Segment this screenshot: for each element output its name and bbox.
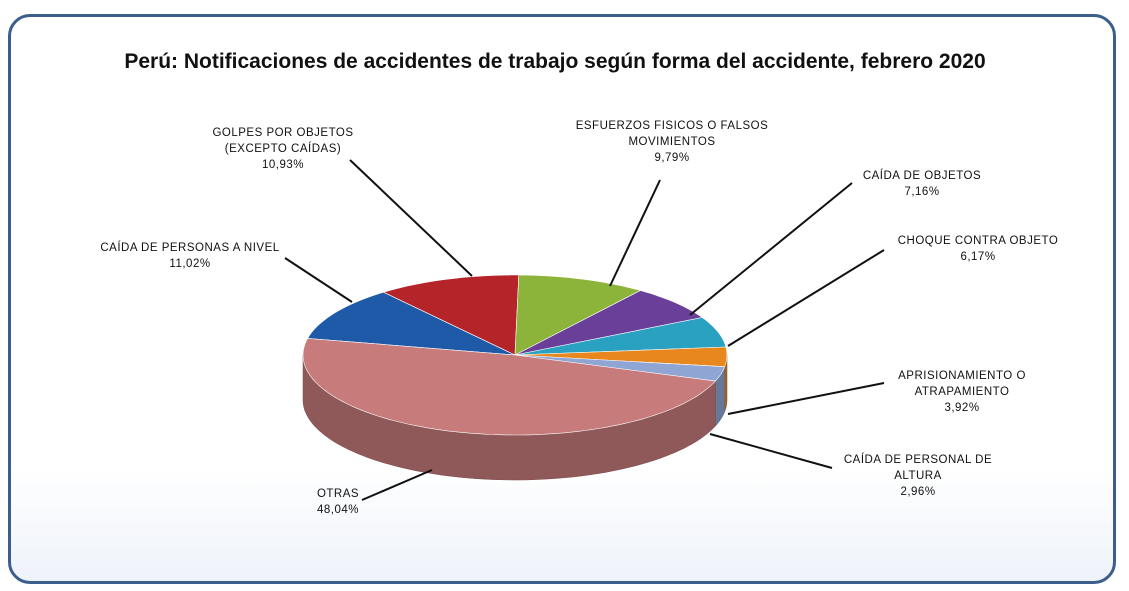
pie-slice [307,291,516,356]
value-label: 11,02% [169,258,211,270]
value-label: 2,96% [900,486,936,498]
category-label: GOLPES POR OBJETOS (EXCEPTO CAÍDAS) [212,127,354,155]
leader-line [284,257,353,303]
category-label: OTRAS [316,488,360,500]
leader-line [727,249,885,347]
category-label: ESFUERZOS FISICOS O FALSOS MOVIMIENTOS [575,120,769,148]
pie-slice [514,274,642,356]
pie-slice [514,317,727,356]
category-label: APRISIONAMIENTO O ATRAPAMIENTO [898,370,1026,398]
value-label: 48,04% [316,504,359,516]
leader-line [689,182,853,316]
category-label: CAÍDA DE PERSONAS A NIVEL [100,242,280,254]
leader-line [349,159,473,277]
leader-line [609,179,661,287]
chart-title: Perú: Notificaciones de accidentes de tr… [124,50,986,73]
value-label: 7,16% [904,186,940,198]
category-label: CHOQUE CONTRA OBJETO [897,235,1059,247]
data-label: ESFUERZOS FISICOS O FALSOS MOVIMIENTOS 9,… [567,118,777,166]
data-label: OTRAS 48,04% [288,486,388,518]
leader-line [727,382,885,415]
pie-slice [302,338,717,436]
leader-line [361,469,433,501]
data-label: CHOQUE CONTRA OBJETO 6,17% [878,233,1078,265]
value-label: 6,17% [960,251,996,263]
pie-slice [514,290,704,356]
data-label: APRISIONAMIENTO O ATRAPAMIENTO 3,92% [887,368,1037,416]
data-label: CAÍDA DE OBJETOS 7,16% [842,168,1002,200]
data-label: CAÍDA DE PERSONAS A NIVEL 11,02% [75,240,305,272]
data-label: CAÍDA DE PERSONAL DE ALTURA 2,96% [828,452,1008,500]
category-label: CAÍDA DE OBJETOS [862,170,982,182]
leader-line [709,433,833,469]
data-label: GOLPES POR OBJETOS (EXCEPTO CAÍDAS) 10,93… [198,125,368,173]
category-label: CAÍDA DE PERSONAL DE ALTURA [843,454,993,482]
pie-slice [382,274,520,356]
value-label: 10,93% [261,159,304,171]
value-label: 9,79% [654,152,690,164]
value-label: 3,92% [944,402,980,414]
pie-slice [514,346,728,368]
pie-slice [514,354,726,382]
